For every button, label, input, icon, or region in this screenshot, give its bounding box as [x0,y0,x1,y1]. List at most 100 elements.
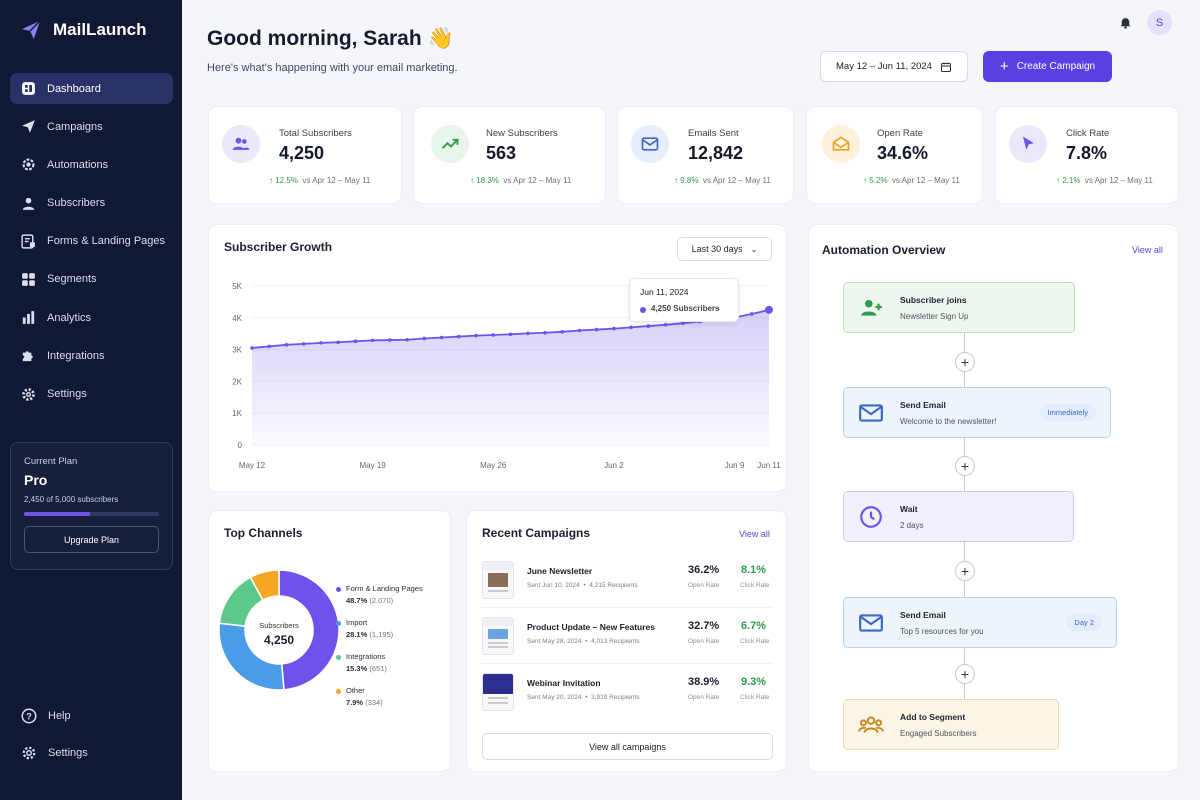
stat-change: ↑ 2.1% vs Apr 12 – May 11 [1056,176,1153,185]
area-fill [252,309,769,445]
node-subtitle: 2 days [900,521,924,530]
clock-icon [860,506,882,528]
sidebar-item-settings[interactable]: Settings [10,379,173,410]
sidebar-item-label: Forms & Landing Pages [47,235,166,248]
tooltip-date: Jun 11, 2024 [640,287,689,297]
sidebar-item-integrations[interactable]: Integrations [10,340,173,371]
automation-node-send-email-1[interactable]: Send Email Welcome to the newsletter! Im… [843,387,1111,438]
form-icon [21,234,35,249]
campaign-row[interactable]: Product Update – New Features Sent May 2… [481,613,773,659]
stat-change: ↑ 5.2% vs Apr 12 – May 11 [863,176,960,185]
timing-badge: Immediately [1039,404,1096,421]
automation-node-trigger[interactable]: Subscriber joins Newsletter Sign Up [843,282,1075,333]
recent-campaigns-card: Recent Campaigns View all June Newslette… [466,510,787,772]
channel-item: Import 28.1% (1,195) [336,618,393,639]
add-step-button[interactable]: + [955,352,975,372]
sidebar-item-automations[interactable]: Automations [10,149,173,180]
donut-slice[interactable] [278,569,340,691]
campaign-name: June Newsletter [527,566,593,576]
create-campaign-button[interactable]: + Create Campaign [983,51,1112,82]
node-title: Wait [900,504,918,514]
stat-value: 4,250 [279,143,325,163]
node-subtitle: Welcome to the newsletter! [900,417,997,426]
campaigns-view-all-link[interactable]: View all [739,529,770,539]
data-point [594,327,599,332]
cursor-icon [1009,125,1047,163]
data-point [525,331,530,336]
campaign-name: Webinar Invitation [527,678,601,688]
campaign-row[interactable]: June Newsletter Sent Jun 10, 2024 • 4,21… [481,557,773,603]
avatar[interactable]: S [1147,10,1172,35]
y-tick-label: 0 [238,441,243,450]
open-rate-label: Open Rate [688,638,720,645]
sidebar-item-label: Analytics [47,311,92,324]
sidebar-item-dashboard[interactable]: Dashboard [10,73,173,104]
x-tick-label: Jun 11 [757,461,781,470]
bell-icon[interactable] [1118,15,1133,30]
stat-card-emails-sent: Emails Sent 12,842 ↑ 9.8% vs Apr 12 – Ma… [617,106,794,204]
add-step-button[interactable]: + [955,664,975,684]
sidebar-item-campaigns[interactable]: Campaigns [10,111,173,142]
add-step-button[interactable]: + [955,456,975,476]
page-title: Good morning, Sarah 👋 [207,27,454,50]
data-point [646,324,651,328]
help-label: Help [48,710,71,722]
stat-change: ↑ 18.3% vs Apr 12 – May 11 [470,176,572,185]
automation-node-add-segment[interactable]: Add to Segment Engaged Subscribers [843,699,1059,750]
sidebar-item-subscribers[interactable]: Subscribers [10,188,173,219]
app-name: MailLaunch [53,20,147,39]
sidebar-item-label: Dashboard [47,82,101,95]
campaign-thumbnail [482,673,514,711]
stat-card-click-rate: Click Rate 7.8% ↑ 2.1% vs Apr 12 – May 1… [995,106,1179,204]
click-rate-value: 6.7% [741,620,767,632]
mail-icon [631,125,669,163]
range-dropdown[interactable]: Last 30 days ⌄ [677,237,772,261]
sidebar-item-forms[interactable]: Forms & Landing Pages [10,226,173,257]
automation-node-wait[interactable]: Wait 2 days [843,491,1074,542]
click-rate-label: Click Rate [740,582,770,589]
sidebar-item-segments[interactable]: Segments [10,264,173,295]
sidebar-item-label: Segments [47,273,97,286]
campaign-thumbnail [482,561,514,599]
date-range-picker[interactable]: May 12 – Jun 11, 2024 [820,51,968,82]
data-point [405,337,409,342]
stat-card-total-subscribers: Total Subscribers 4,250 ↑ 12.5% vs Apr 1… [208,106,402,204]
campaign-row[interactable]: Webinar Invitation Sent May 20, 2024 • 3… [481,669,773,715]
data-point [267,344,272,349]
add-step-button[interactable]: + [955,561,975,581]
channel-item: Integrations 15.3% (651) [336,652,387,673]
data-point [543,330,547,335]
node-title: Send Email [900,400,946,410]
x-tick-label: May 12 [239,461,266,470]
plan-title: Current Plan [24,456,78,467]
plan-name: Pro [24,472,48,488]
stat-label: New Subscribers [486,128,558,139]
data-point [663,322,668,327]
app-logo[interactable]: MailLaunch [20,19,147,41]
data-point [474,333,478,338]
stat-card-open-rate: Open Rate 34.6% ↑ 5.2% vs Apr 12 – May 1… [806,106,983,204]
data-point [681,321,685,326]
upgrade-plan-button[interactable]: Upgrade Plan [24,526,159,553]
channel-item: Form & Landing Pages 48.7% (2,070) [336,584,423,605]
stat-value: 563 [486,143,517,163]
sidebar-help[interactable]: ? Help [20,707,71,725]
donut-slice[interactable] [249,569,280,602]
open-rate-label: Open Rate [688,694,720,701]
campaign-name: Product Update – New Features [527,622,656,632]
stat-label: Total Subscribers [279,128,352,139]
data-point [577,328,582,333]
data-point [370,338,375,343]
automation-view-all-link[interactable]: View all [1132,245,1163,255]
view-all-campaigns-button[interactable]: View all campaigns [482,733,773,760]
sidebar-item-analytics[interactable]: Analytics [10,302,173,333]
channels-title: Top Channels [224,526,303,540]
sidebar-bottom-settings[interactable]: Settings [20,744,88,762]
campaign-meta: Sent Jun 10, 2024 • 4,215 Recipients [527,582,638,589]
stat-label: Click Rate [1066,128,1110,139]
click-rate-label: Click Rate [740,694,770,701]
automation-node-send-email-2[interactable]: Send Email Top 5 resources for you Day 2 [843,597,1117,648]
automation-title: Automation Overview [822,243,946,257]
subscriber-growth-card: Subscriber Growth Last 30 days ⌄ 0 1K 2K 3K… [208,224,787,492]
y-tick-label: 5K [232,282,242,291]
